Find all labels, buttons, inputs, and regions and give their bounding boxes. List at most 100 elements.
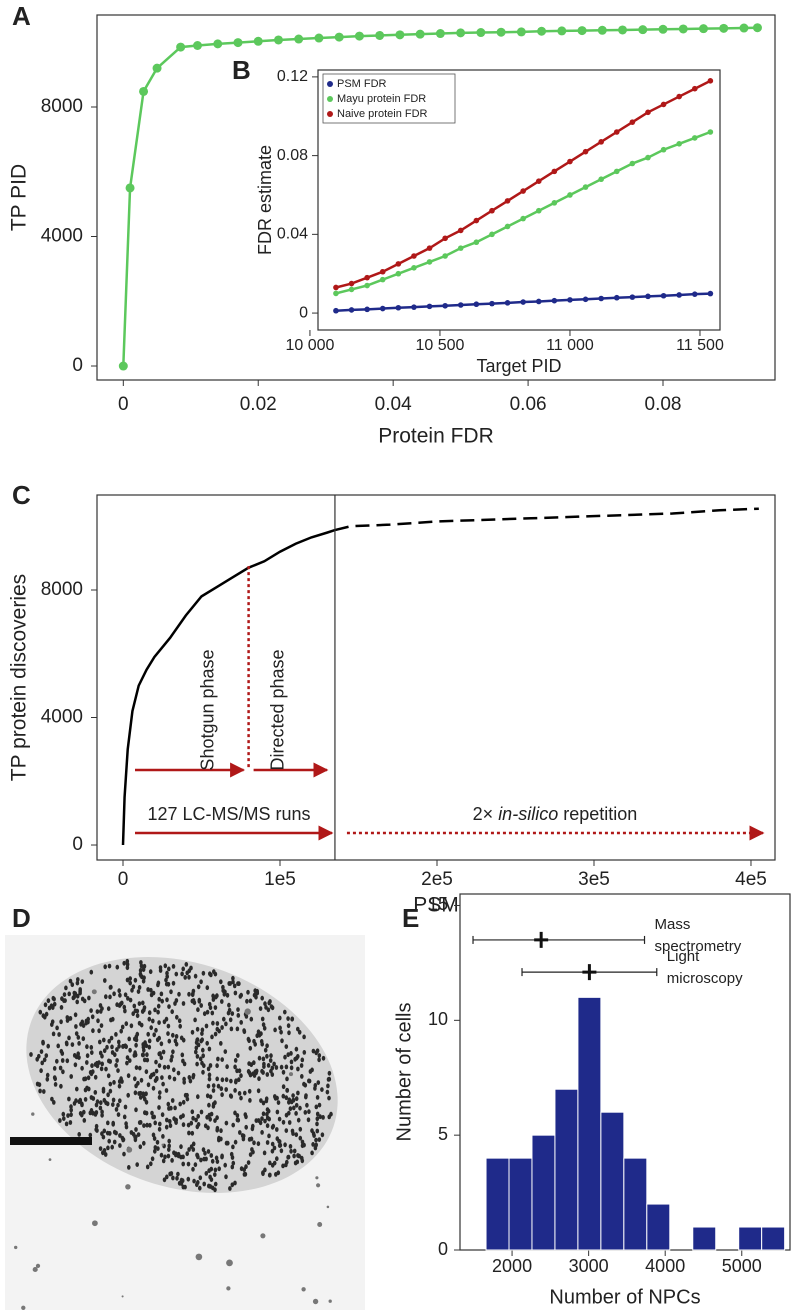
data-point [348,286,355,293]
pore-spot [262,1150,267,1156]
pore-spot [228,1186,232,1191]
pore-spot [131,984,136,990]
pore-spot [220,1057,224,1062]
y-tick-label: 4000 [41,226,83,247]
pore-spot [265,1140,270,1145]
pore-spot [162,1064,167,1070]
pore-spot [236,1013,241,1018]
x-axis-label: PSM [413,894,459,917]
pore-spot [153,1148,157,1154]
pore-spot [213,1167,218,1173]
pore-spot [311,1142,315,1147]
data-point [660,292,667,299]
data-point [691,135,698,141]
pore-spot [89,969,94,975]
pore-spot [289,1059,294,1065]
pore-spot [201,970,206,976]
pore-spot [127,1036,131,1042]
pore-spot [78,1111,83,1116]
pore-spot [142,1123,146,1128]
pore-spot [167,1143,171,1149]
pore-spot [98,1105,103,1111]
pore-spot [294,1102,299,1108]
pore-spot [300,1158,305,1164]
pore-spot [296,1090,300,1096]
speck [244,1008,251,1015]
pore-spot [207,1046,212,1052]
pore-spot [51,1031,56,1037]
pore-spot [157,1105,161,1110]
pore-spot [263,1118,267,1124]
pore-spot [201,1069,205,1075]
pore-spot [154,1068,159,1074]
pore-spot [164,977,168,983]
pore-spot [207,1112,212,1118]
pore-spot [87,995,91,1001]
pore-spot [190,1130,195,1136]
pore-spot [187,974,191,980]
pore-spot [269,1068,273,1074]
pore-spot [174,971,179,977]
pore-spot [57,1032,61,1037]
pore-spot [188,1078,193,1084]
pore-spot [296,1153,300,1158]
x-tick-label: 0.04 [375,394,412,415]
data-point [426,303,433,310]
pore-spot [281,1069,286,1075]
pore-spot [208,971,212,977]
pore-spot [202,1011,207,1017]
pore-spot [46,998,51,1004]
pore-spot [116,1068,120,1073]
pore-spot [302,1034,306,1040]
errorbar-label: spectrometry [655,938,742,955]
data-point [395,30,405,40]
pore-spot [257,1076,261,1082]
speck [260,1233,266,1239]
speck [161,1143,164,1147]
pore-spot [112,1080,116,1085]
data-point [582,296,589,303]
pore-spot [111,1097,116,1103]
pore-spot [149,992,154,998]
pore-spot [260,1041,265,1047]
pore-spot [205,1040,209,1046]
pore-spot [157,996,161,1002]
pore-spot [104,994,108,1000]
speck [125,1184,131,1190]
data-point [676,141,682,147]
y-tick-label: 0 [438,1239,448,1259]
pore-spot [296,1026,300,1032]
pore-spot [177,1018,182,1024]
pore-spot [237,1091,242,1096]
pore-spot [128,980,132,986]
speck [312,1298,319,1305]
data-point [213,39,223,49]
pore-spot [65,1041,69,1047]
pore-spot [67,991,71,997]
pore-spot [138,1090,143,1096]
pore-spot [76,1035,81,1040]
speck [326,1205,330,1209]
pore-spot [137,1020,142,1026]
pore-spot [191,991,195,997]
pore-spot [80,979,85,984]
pore-spot [185,1096,190,1102]
pore-spot [153,1120,157,1126]
data-point [364,274,370,281]
data-point [520,299,526,305]
pore-spot [52,1100,56,1105]
pore-spot [118,1133,122,1138]
pore-spot [302,1142,306,1148]
data-point [660,101,667,108]
x-tick-label: 4000 [645,1256,685,1276]
pore-spot [289,1065,294,1071]
data-point [598,139,604,145]
pore-spot [177,991,181,997]
pore-spot [286,1016,290,1021]
pore-spot [139,973,143,978]
pore-spot [186,1122,191,1128]
annotation: Shotgun phase [197,649,217,770]
pore-spot [190,1029,195,1035]
data-point [582,148,589,155]
data-point [535,298,542,305]
